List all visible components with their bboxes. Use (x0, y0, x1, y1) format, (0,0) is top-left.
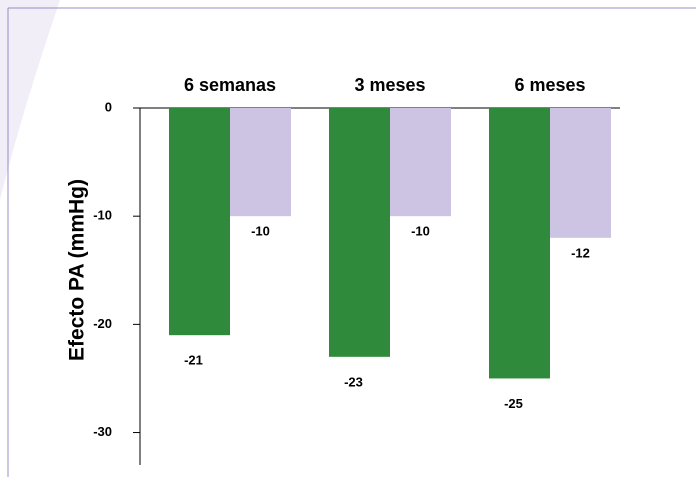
value-label: -10 (411, 224, 430, 239)
bar (169, 108, 230, 336)
y-tick-label: -30 (93, 424, 112, 439)
value-label: -23 (344, 374, 363, 389)
category-label: 3 meses (354, 75, 425, 95)
background-shape (0, 0, 60, 200)
bar (230, 108, 291, 217)
category-label: 6 semanas (184, 75, 276, 95)
value-label: -21 (184, 353, 203, 368)
y-tick-label: -10 (93, 208, 112, 223)
category-label: 6 meses (514, 75, 585, 95)
bar (390, 108, 451, 217)
bar (489, 108, 550, 379)
y-tick-label: -20 (93, 316, 112, 331)
bar (329, 108, 390, 357)
value-label: -25 (504, 396, 523, 411)
y-axis-label: Efecto PA (mmHg) (66, 179, 89, 361)
value-label: -12 (571, 245, 590, 260)
y-tick-label: 0 (105, 99, 112, 114)
value-label: -10 (251, 224, 270, 239)
bar (550, 108, 611, 238)
